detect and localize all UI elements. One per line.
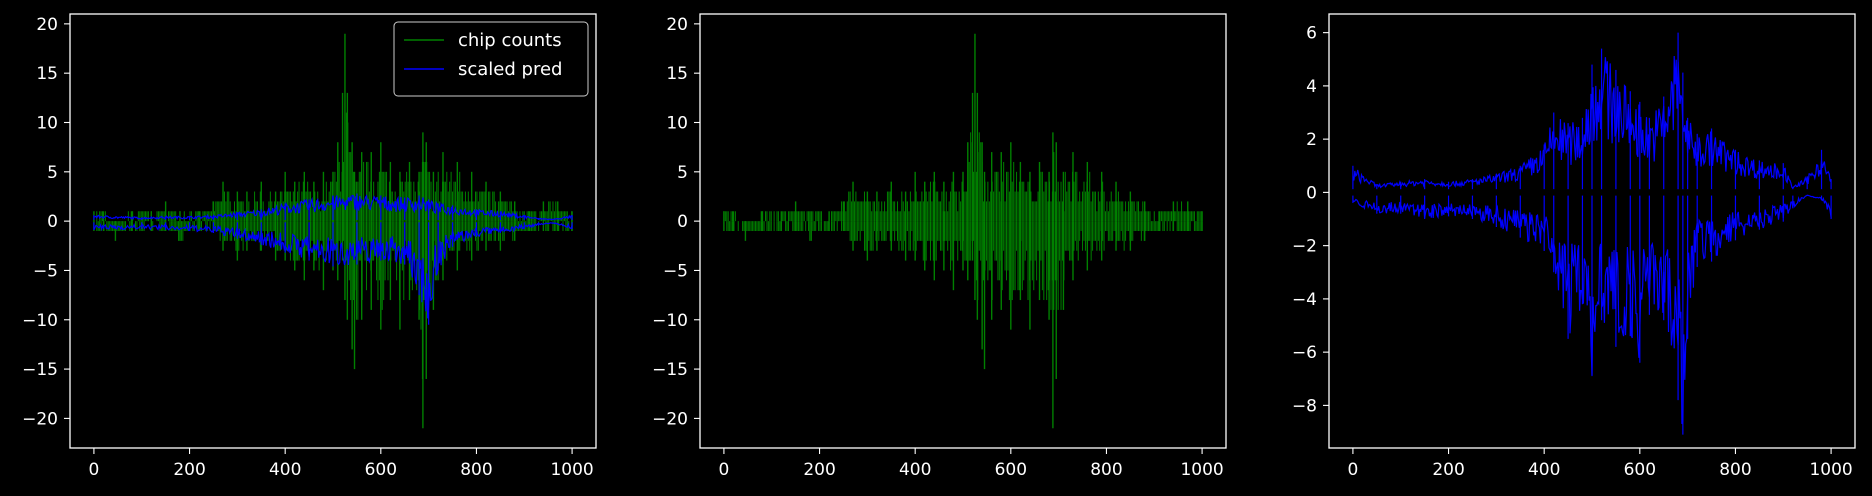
series-scaled-pred (93, 193, 573, 325)
legend: chip counts scaled pred (393, 21, 589, 97)
y-tick-label: −6 (1292, 343, 1317, 363)
x-tick-label: 200 (173, 460, 205, 480)
y-tick-label: 5 (47, 163, 58, 183)
series-data-0 (723, 33, 1203, 429)
x-tick-label: 800 (1090, 460, 1122, 480)
plot-area (93, 33, 573, 429)
legend-label: chip counts (458, 30, 562, 51)
y-tick-label: 20 (36, 15, 58, 35)
y-tick-label: −15 (652, 360, 688, 380)
y-tick-label: −4 (1292, 290, 1317, 310)
y-tick-label: −20 (652, 409, 688, 429)
x-tick-label: 400 (269, 460, 301, 480)
y-tick-label: −8 (1292, 396, 1317, 416)
y-tick-label: 15 (666, 64, 688, 84)
x-tick-label: 400 (899, 460, 931, 480)
x-tick-label: 1000 (1809, 460, 1852, 480)
x-tick-label: 600 (1624, 460, 1656, 480)
y-tick-label: 5 (677, 163, 688, 183)
x-tick-label: 400 (1528, 460, 1560, 480)
x-tick-label: 0 (1347, 460, 1358, 480)
chart-panel-left: 0 200 400 600 800 1000 20 15 10 5 0 −5 −10 −15 −20 chip… (22, 13, 597, 480)
y-tick-label: 0 (47, 212, 58, 232)
x-tick-label: 200 (803, 460, 835, 480)
y-tick-label: −10 (22, 311, 58, 331)
x-tick-label: 1000 (1180, 460, 1223, 480)
y-tick-label: −5 (33, 261, 58, 281)
axes-frame (69, 13, 597, 449)
y-tick-label: 10 (36, 114, 58, 134)
x-tick-label: 1000 (550, 460, 593, 480)
y-tick-label: 4 (1306, 77, 1317, 97)
plot-area (1352, 32, 1832, 435)
x-tick-label: 600 (365, 460, 397, 480)
y-tick-label: 0 (677, 212, 688, 232)
chart-panel-middle: 0 200 400 600 800 1000 20 15 10 5 0 −5 −10 −15 −20 (652, 13, 1227, 480)
x-tick-label: 0 (88, 460, 99, 480)
y-tick-label: 20 (666, 15, 688, 35)
y-tick-label: 6 (1306, 24, 1317, 44)
x-tick-label: 800 (1719, 460, 1751, 480)
y-tick-label: −15 (22, 360, 58, 380)
y-tick-label: 10 (666, 114, 688, 134)
plot-area (723, 33, 1203, 429)
y-tick-label: −20 (22, 409, 58, 429)
axes-frame (699, 13, 1227, 449)
axes-frame (1328, 13, 1856, 449)
y-tick-label: −2 (1292, 237, 1317, 257)
x-tick-label: 800 (460, 460, 492, 480)
y-tick-label: 2 (1306, 130, 1317, 150)
y-tick-label: 15 (36, 64, 58, 84)
chart-panel-right: 0 200 400 600 800 1000 6 4 2 0 −2 −4 −6 −8 (1292, 13, 1856, 480)
legend-label: scaled pred (458, 59, 562, 80)
y-tick-label: −10 (652, 311, 688, 331)
series-data-0 (1352, 32, 1832, 435)
x-tick-label: 600 (995, 460, 1027, 480)
x-tick-label: 200 (1432, 460, 1464, 480)
y-tick-label: −5 (663, 261, 688, 281)
y-tick-label: 0 (1306, 183, 1317, 203)
x-tick-label: 0 (718, 460, 729, 480)
